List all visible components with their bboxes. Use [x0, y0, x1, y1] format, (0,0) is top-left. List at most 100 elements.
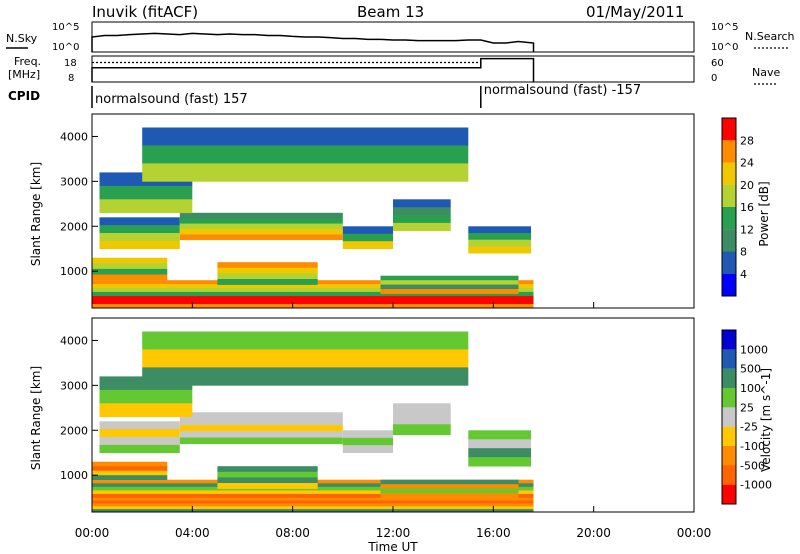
data-band-2-3	[92, 274, 168, 281]
velocity-colorbar-cell-0	[722, 330, 736, 350]
power-colorbar-cell-2	[722, 162, 736, 185]
velocity-colorbar-tick-0: 1000	[740, 343, 768, 356]
data-band-2-1	[92, 263, 168, 270]
power-colorbar-label: Power [dB]	[757, 181, 771, 246]
noise-panel: N.Sky 10^5 10^0 10^5 10^0 N.Search	[6, 21, 795, 53]
power-colorbar: 28 24 20 16 12 8 4	[721, 117, 754, 297]
data-band-10-1	[99, 389, 193, 404]
data-band-5-2	[99, 233, 180, 242]
velocity-y-ticks: 1000 2000 3000 4000	[60, 334, 98, 482]
x-tick-label-0: 00:00	[75, 526, 110, 540]
data-band-9-1	[468, 439, 531, 449]
data-band-7-2	[342, 241, 393, 249]
data-band-9-2	[468, 239, 531, 247]
x-tick-label-5: 20:00	[576, 526, 611, 540]
data-band-11-0	[142, 331, 469, 350]
data-band-11-2	[142, 163, 469, 182]
x-tick-label-2: 08:00	[275, 526, 310, 540]
nave-tick-bottom: 0	[711, 73, 717, 84]
freq-series-line	[91, 57, 535, 82]
data-band-6-4	[179, 234, 343, 241]
freq-label: Freq.	[14, 55, 41, 68]
data-band-8-3	[393, 222, 451, 232]
data-band-3-3	[217, 279, 318, 285]
data-band-6-4	[179, 437, 343, 445]
data-band-5-1	[99, 225, 180, 234]
data-band-1-4	[92, 494, 534, 498]
data-band-11-1	[142, 145, 469, 164]
velocity-colorbar-cell-1	[722, 349, 736, 369]
velocity-colorbar-tick-1: 500	[740, 363, 761, 376]
data-band-4-0	[380, 479, 519, 485]
data-band-1-3	[92, 490, 534, 495]
data-band-3-1	[217, 471, 318, 478]
data-band-11-2	[142, 367, 469, 386]
velocity-colorbar-cell-4	[722, 407, 736, 427]
data-band-8-1	[393, 207, 451, 216]
data-band-5-1	[99, 429, 180, 438]
data-band-1-3	[92, 291, 534, 297]
data-band-2-3	[92, 475, 168, 480]
station-title: Inuvik (fitACF)	[92, 3, 198, 21]
n-sky-series-line	[91, 32, 535, 52]
velocity-ylabel: Slant Range [km]	[29, 366, 43, 470]
power-colorbar-cell-7	[722, 273, 736, 297]
y-tick-label-3: 4000	[60, 334, 88, 347]
data-band-7-0	[342, 430, 393, 439]
velocity-colorbar-tick-2: 100	[740, 382, 761, 395]
data-band-6-2	[179, 223, 343, 230]
data-band-7-1	[342, 437, 393, 446]
data-band-11-1	[142, 349, 469, 368]
data-band-0-4	[92, 509, 534, 513]
velocity-colorbar-cell-5	[722, 426, 736, 447]
data-band-2-1	[92, 466, 168, 471]
data-band-3-0	[217, 262, 318, 269]
x-axis-ticks: 00:00 04:00 08:00 12:00 16:00 20:00 00:00	[75, 302, 711, 540]
power-colorbar-cell-1	[722, 140, 736, 163]
power-colorbar-cell-4	[722, 207, 736, 230]
nave-tick-top: 60	[711, 58, 724, 69]
data-band-4-1	[380, 484, 519, 489]
data-band-4-1	[380, 280, 519, 285]
data-band-4-2	[380, 488, 519, 494]
data-band-3-3	[217, 483, 318, 489]
data-band-4-3	[380, 493, 519, 498]
data-band-3-1	[217, 267, 318, 274]
data-band-3-2	[217, 273, 318, 280]
data-band-7-1	[342, 233, 393, 242]
data-band-9-2	[468, 448, 531, 458]
data-band-6-1	[179, 218, 343, 224]
data-band-0-0	[92, 295, 534, 301]
data-band-9-1	[468, 233, 531, 240]
power-colorbar-tick-6: 4	[740, 268, 747, 281]
data-band-2-2	[92, 268, 168, 275]
data-band-6-0	[179, 412, 343, 419]
data-band-9-3	[468, 246, 531, 254]
data-band-0-2	[92, 304, 534, 309]
cpid-label: CPID	[8, 89, 40, 103]
y-tick-label-2: 3000	[60, 175, 88, 188]
velocity-colorbar-tick-6: -500	[740, 459, 765, 472]
data-band-5-0	[99, 421, 180, 430]
data-band-3-2	[217, 477, 318, 484]
data-band-2-2	[92, 470, 168, 476]
x-axis-label: Time UT	[367, 540, 418, 554]
data-band-0-1	[92, 299, 534, 305]
power-y-ticks: 1000 2000 3000 4000	[60, 130, 98, 278]
freq-panel-frame	[91, 55, 695, 83]
cpid-segment-text-2: normalsound (fast) -157	[484, 83, 641, 98]
velocity-colorbar-tick-4: -25	[740, 421, 758, 434]
y-tick-label-1: 2000	[60, 220, 88, 233]
data-band-1-1	[92, 284, 534, 289]
data-band-8-2	[393, 215, 451, 224]
velocity-colorbar-tick-5: -100	[740, 440, 765, 453]
data-band-3-0	[217, 466, 318, 473]
data-band-8-2	[393, 424, 451, 436]
data-band-6-3	[179, 229, 343, 235]
n-search-tick-top: 10^5	[711, 22, 738, 33]
data-band-8-1	[393, 413, 451, 425]
data-band-11-0	[142, 127, 469, 146]
data-band-9-3	[468, 457, 531, 467]
power-colorbar-tick-2: 20	[740, 179, 754, 192]
velocity-colorbar-cell-2	[722, 368, 736, 389]
